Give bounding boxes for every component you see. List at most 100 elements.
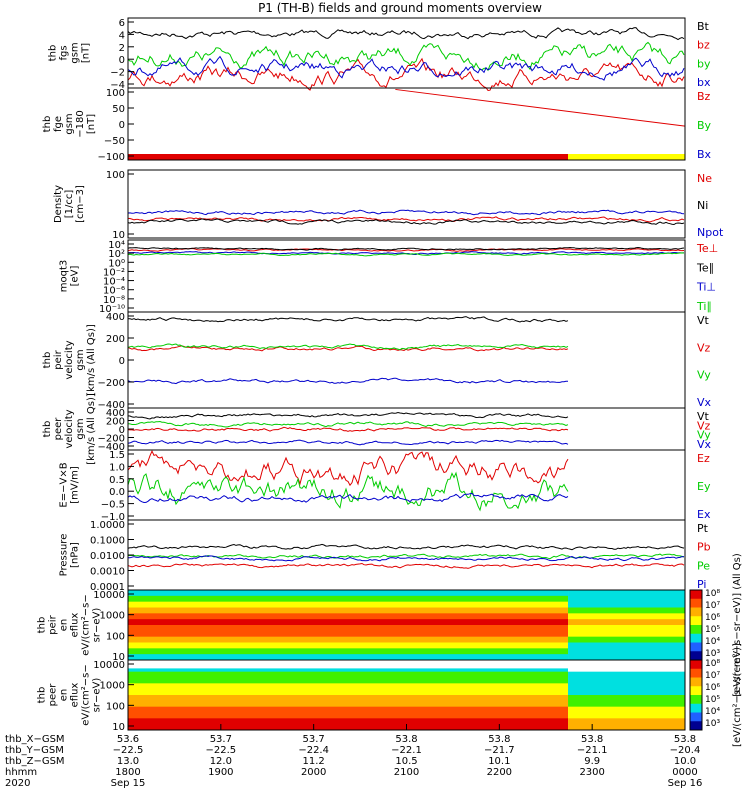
legend-by: by — [697, 57, 711, 70]
y-axis-label: fgs — [59, 45, 70, 60]
heatmap-band — [568, 712, 685, 719]
x-row-value: 10.5 — [395, 756, 417, 767]
y-tick-label: −200 — [98, 434, 125, 445]
x-row-value: 9.9 — [584, 756, 600, 767]
heatmap-band — [128, 695, 569, 702]
colorbar-label: [eV/(cm²−s−sr−eV)] (All Qs) — [732, 553, 743, 697]
colorbar-segment — [690, 590, 702, 600]
y-axis-label: thb — [37, 687, 48, 704]
legend-Ti∥: Ti∥ — [696, 300, 712, 313]
heatmap-band — [128, 630, 569, 638]
y-tick-label: 10⁻⁶ — [103, 286, 125, 297]
colorbar-segment — [690, 721, 702, 731]
colorbar-tick-label: 10⁷ — [705, 671, 720, 681]
colorbar-segment — [690, 660, 702, 670]
y-axis-label: velocity — [64, 409, 75, 448]
series-Ni — [127, 218, 685, 226]
y-tick-label: 200 — [106, 417, 125, 428]
x-row-value: 53.8 — [488, 734, 510, 745]
legend-bz: bz — [697, 39, 710, 52]
y-tick-label: −400 — [98, 442, 125, 453]
colorbar-tick-label: 10⁴ — [705, 637, 720, 647]
heatmap-band — [568, 590, 685, 597]
heatmap-band — [568, 689, 685, 696]
legend-Pt: Pt — [697, 522, 709, 535]
colorbar-tick-label: 10⁵ — [705, 625, 720, 635]
heatmap-band — [128, 601, 569, 608]
y-axis-label: −180 — [75, 110, 86, 137]
series-Pt — [127, 543, 685, 551]
y-tick-label: 100 — [106, 170, 125, 181]
heatmap-band — [128, 700, 569, 708]
y-axis-label: thb — [37, 617, 48, 634]
y-axis-label: gsm — [70, 42, 81, 63]
y-axis-label: [cm−3] — [75, 185, 86, 223]
y-tick-label: 0 — [119, 356, 125, 367]
y-tick-label: 0.0010 — [90, 567, 125, 578]
legend-Bt: Bt — [697, 20, 710, 33]
y-axis-label: thb — [42, 352, 53, 369]
y-axis-label: gsm — [75, 349, 86, 370]
y-tick-label: 0 — [119, 55, 125, 66]
colorbar-segment — [690, 677, 702, 687]
heatmap-band — [568, 671, 685, 678]
heatmap-band — [128, 724, 569, 731]
heatmap-band — [568, 607, 685, 614]
x-row-value: 1800 — [115, 767, 140, 778]
series-bz — [127, 57, 685, 92]
series-Vy — [127, 343, 569, 351]
y-tick-label: 10000 — [93, 590, 125, 601]
heatmap-band — [568, 619, 685, 626]
colorbar-tick-label: 10⁸ — [705, 589, 720, 599]
heatmap-band — [128, 595, 569, 603]
y-tick-label: 10⁻² — [103, 267, 125, 278]
legend-Ey: Ey — [697, 480, 711, 493]
heatmap-band — [128, 683, 569, 690]
x-row-value: Sep 16 — [668, 778, 703, 789]
y-axis-label: peer — [48, 683, 59, 707]
x-row-value: 53.6 — [117, 734, 139, 745]
x-axis-table: thb_X−GSM 53.6 53.7 53.7 53.8 53.8 53.8 53.8 thb… — [5, 724, 702, 789]
x-row-value: 53.7 — [210, 734, 232, 745]
heatmap-band — [568, 700, 685, 708]
legend-Vx: Vx — [697, 438, 712, 451]
x-row-value: 2100 — [394, 767, 419, 778]
x-row-value: −20.4 — [670, 745, 701, 756]
y-tick-label: 6 — [119, 18, 125, 29]
x-row-label: hhmm — [5, 767, 37, 778]
series-Vx — [127, 377, 568, 385]
colorbar-segment — [690, 616, 702, 626]
y-axis-label: moqt3 — [59, 260, 70, 293]
heatmap-band — [128, 677, 569, 684]
panel-frame — [127, 87, 686, 161]
y-axis-label: peir — [48, 614, 59, 634]
legend-Ex: Ex — [697, 508, 711, 521]
colorbar-segment — [690, 642, 702, 652]
y-axis-label: gsm — [64, 113, 75, 134]
y-tick-label: 400 — [106, 312, 125, 323]
heatmap-band — [568, 665, 685, 673]
panel-efield: 1.51.0 0.50.0 −0.5−1.0 E=−V×B [mV/m] Ez Ey Ex — [59, 449, 711, 523]
heatmap-band — [128, 671, 569, 678]
heatmap-band — [128, 590, 569, 597]
heatmap-band — [128, 613, 569, 620]
y-axis-label: [1/cc] — [64, 190, 75, 219]
legend-Ez: Ez — [697, 452, 710, 465]
colorbar-segment — [690, 633, 702, 643]
x-row-value: 13.0 — [117, 756, 139, 767]
legend-Vz: Vz — [697, 341, 711, 354]
legend-Vy: Vy — [697, 369, 711, 382]
y-axis-label: eV/(cm²−s− — [81, 594, 92, 655]
y-tick-label: 0.1000 — [90, 536, 125, 547]
colorbar-segment — [690, 703, 702, 713]
colorbar-label: [eV/(cm²−s−sr−eV)] — [732, 643, 743, 747]
heatmap-band — [568, 625, 685, 632]
heatmap-band — [568, 613, 685, 620]
series-Vx — [127, 439, 569, 446]
x-row-label: thb_Y−GSM — [5, 745, 64, 756]
y-tick-label: 1000 — [100, 681, 125, 692]
series-Ez — [127, 450, 569, 487]
heatmap-band — [128, 642, 569, 649]
